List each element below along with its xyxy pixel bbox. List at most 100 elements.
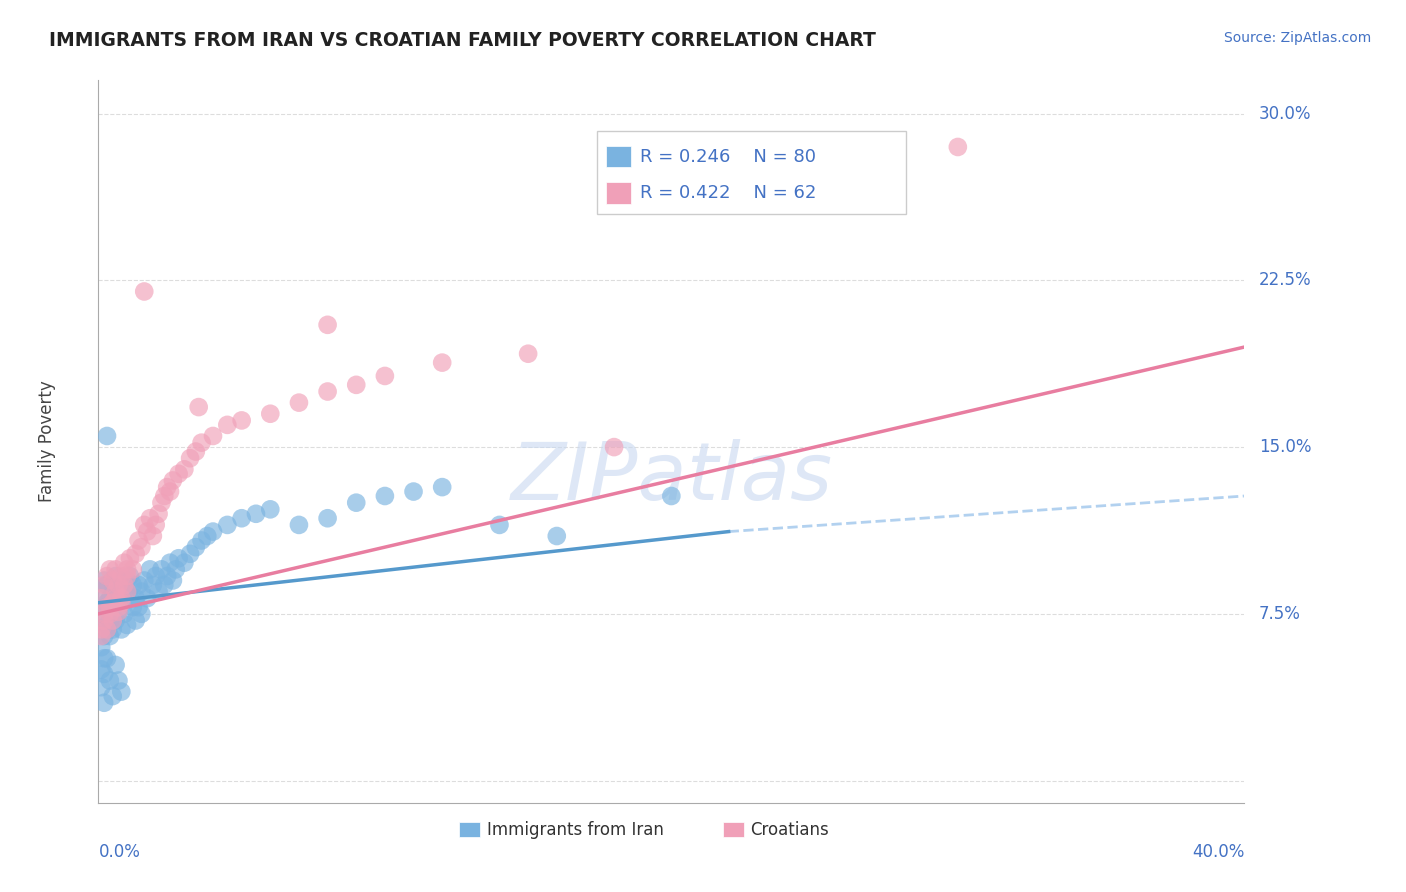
Point (110, 596, 132, 610)
Point (190, 435, 212, 450)
Point (110, 623, 132, 637)
Text: Family Poverty: Family Poverty (38, 381, 56, 502)
Point (128, 578, 150, 592)
Point (145, 517, 167, 532)
Point (195, 529, 218, 543)
Point (121, 600, 143, 615)
Text: 7.5%: 7.5% (1258, 605, 1301, 623)
Point (112, 578, 135, 592)
Point (162, 474, 184, 488)
Point (112, 556, 135, 570)
Point (165, 562, 187, 576)
Text: 15.0%: 15.0% (1258, 438, 1312, 456)
Point (139, 562, 162, 576)
Point (374, 368, 396, 383)
Point (430, 356, 453, 370)
Point (98, 607, 121, 621)
Text: 0.0%: 0.0% (98, 843, 141, 861)
Point (96, 569, 118, 583)
Point (148, 584, 170, 599)
Point (115, 562, 138, 576)
Text: R = 0.246    N = 80: R = 0.246 N = 80 (640, 147, 817, 166)
Point (344, 377, 367, 392)
Point (316, 318, 339, 332)
Point (101, 600, 124, 615)
Point (217, 517, 239, 532)
Point (124, 614, 146, 628)
Point (136, 524, 159, 539)
Point (159, 556, 181, 570)
Point (104, 591, 127, 606)
Point (90, 623, 112, 637)
Point (110, 569, 132, 583)
Point (118, 551, 141, 566)
Point (124, 591, 146, 606)
Point (115, 584, 138, 599)
Point (231, 511, 253, 525)
Point (184, 540, 207, 554)
Point (90, 640, 112, 655)
Point (128, 533, 150, 548)
Point (173, 462, 195, 476)
Text: Immigrants from Iran: Immigrants from Iran (486, 821, 664, 838)
Point (121, 562, 143, 576)
Point (93, 666, 115, 681)
Point (190, 533, 212, 548)
Point (148, 507, 170, 521)
Point (115, 574, 138, 588)
Point (603, 440, 626, 454)
Point (112, 584, 135, 599)
Point (316, 511, 339, 525)
Point (259, 502, 281, 516)
Point (159, 484, 181, 499)
Point (202, 524, 225, 539)
Point (107, 582, 129, 597)
Point (104, 657, 127, 672)
Point (156, 480, 179, 494)
Point (98, 591, 121, 606)
Point (430, 480, 453, 494)
Point (202, 429, 225, 443)
Point (107, 605, 129, 619)
Point (98, 629, 121, 643)
Point (153, 578, 176, 592)
Point (115, 618, 138, 632)
Point (150, 562, 173, 576)
Point (162, 574, 184, 588)
Point (128, 600, 150, 615)
Text: 22.5%: 22.5% (1258, 271, 1312, 289)
Text: ZIPatlas: ZIPatlas (510, 439, 832, 516)
Point (231, 413, 253, 427)
Point (101, 623, 124, 637)
Point (101, 689, 124, 703)
Text: 30.0%: 30.0% (1258, 104, 1312, 122)
Point (107, 578, 129, 592)
Point (145, 569, 167, 583)
Point (402, 484, 425, 499)
Point (93, 574, 115, 588)
Point (104, 584, 127, 599)
Point (104, 591, 127, 606)
Point (946, 140, 969, 154)
Point (96, 651, 118, 665)
Point (96, 623, 118, 637)
Point (101, 574, 124, 588)
Point (184, 444, 207, 458)
Text: Croatians: Croatians (751, 821, 830, 838)
Point (136, 591, 159, 606)
Point (217, 417, 239, 432)
Point (101, 614, 124, 628)
Point (142, 529, 165, 543)
Point (173, 556, 195, 570)
Point (96, 618, 118, 632)
Point (96, 596, 118, 610)
Point (107, 673, 129, 688)
Point (374, 489, 396, 503)
Point (131, 607, 153, 621)
Point (288, 517, 311, 532)
Point (131, 540, 153, 554)
Point (316, 384, 339, 399)
Point (93, 614, 115, 628)
Point (93, 696, 115, 710)
Point (259, 407, 281, 421)
